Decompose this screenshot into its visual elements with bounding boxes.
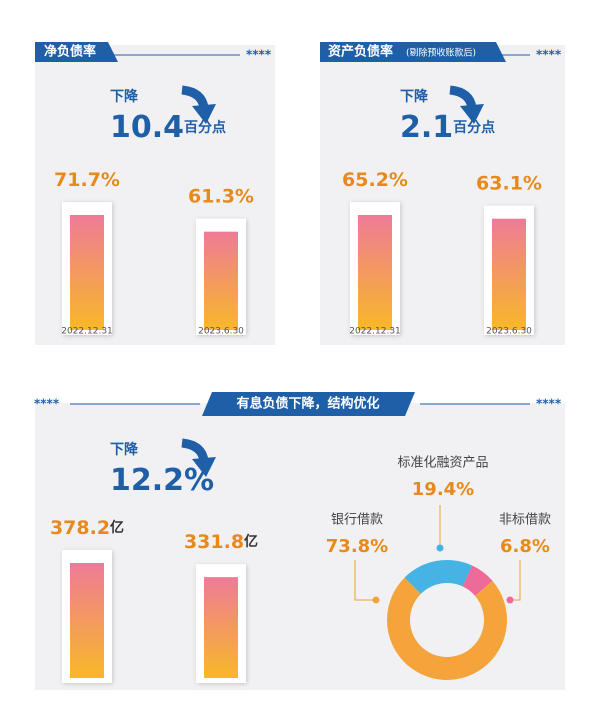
value-unit: 亿 bbox=[244, 533, 258, 550]
bar bbox=[70, 215, 104, 330]
arrow-icon bbox=[192, 457, 216, 477]
x-tick-label: 2023.6.30 bbox=[486, 327, 532, 337]
donut-segment bbox=[462, 565, 493, 596]
decoration: **** bbox=[246, 48, 272, 62]
leader-dot bbox=[436, 544, 444, 552]
decoration: **** bbox=[536, 48, 562, 62]
annotation-value: 2.1百分点 bbox=[400, 110, 495, 145]
value-label: 63.1% bbox=[476, 172, 542, 194]
bar bbox=[358, 215, 392, 330]
arrow-icon bbox=[192, 104, 216, 124]
annotation-label: 下降 bbox=[110, 441, 139, 458]
bar bbox=[204, 231, 238, 330]
slice-label: 非标借款 bbox=[499, 513, 551, 528]
value-number: 65.2% bbox=[342, 169, 408, 191]
value-unit: 亿 bbox=[110, 519, 124, 536]
value-label: 65.2% bbox=[342, 169, 408, 191]
x-tick-label: 2022.12.31 bbox=[61, 327, 113, 337]
panel-title: 有息负债下降，结构优化 bbox=[236, 396, 379, 412]
annotation-value: 10.4百分点 bbox=[110, 110, 226, 145]
leader-line bbox=[354, 560, 376, 601]
value-number: 63.1% bbox=[476, 172, 542, 194]
slice-label: 标准化融资产品 bbox=[397, 456, 488, 471]
value-number: 378.2 bbox=[50, 517, 110, 539]
slice-value: 6.8% bbox=[500, 536, 550, 557]
decoration: **** bbox=[536, 397, 562, 411]
header-tab bbox=[35, 42, 118, 62]
value-label: 61.3% bbox=[188, 185, 254, 207]
donut-segment bbox=[387, 577, 507, 680]
panel-title: 资产负债率 bbox=[328, 44, 393, 60]
slice-value: 19.4% bbox=[412, 479, 474, 500]
arrow-icon bbox=[460, 104, 484, 124]
leader-dot bbox=[372, 596, 380, 604]
donut-segment bbox=[404, 560, 473, 594]
x-tick-label: 2023.6.30 bbox=[198, 327, 244, 337]
bar bbox=[204, 577, 238, 678]
change-value: 2.1 bbox=[400, 110, 453, 145]
value-label: 71.7% bbox=[54, 169, 120, 191]
annotation-label: 下降 bbox=[400, 88, 429, 105]
value-number: 71.7% bbox=[54, 169, 120, 191]
annotation-label: 下降 bbox=[110, 88, 139, 105]
x-tick-label: 2022.12.31 bbox=[349, 327, 401, 337]
change-unit: 百分点 bbox=[184, 119, 226, 136]
change-value: 12.2% bbox=[110, 463, 214, 498]
bar bbox=[70, 563, 104, 678]
value-number: 61.3% bbox=[188, 185, 254, 207]
value-number: 331.8 bbox=[184, 531, 244, 553]
value-label: 331.8亿 bbox=[184, 531, 258, 553]
decoration: **** bbox=[34, 397, 60, 411]
change-unit: 百分点 bbox=[453, 119, 495, 136]
slice-label: 银行借款 bbox=[331, 513, 383, 528]
value-label: 378.2亿 bbox=[50, 517, 124, 539]
leader-dot bbox=[506, 596, 514, 604]
bar bbox=[492, 218, 526, 330]
panel-subtitle: (剔除预收账款后) bbox=[406, 47, 476, 59]
header-tab bbox=[320, 42, 506, 62]
header-tab bbox=[202, 392, 415, 416]
change-value: 10.4 bbox=[110, 110, 184, 145]
annotation-value: 12.2% bbox=[110, 463, 214, 498]
slice-value: 73.8% bbox=[326, 536, 388, 557]
panel-title: 净负债率 bbox=[44, 44, 96, 60]
